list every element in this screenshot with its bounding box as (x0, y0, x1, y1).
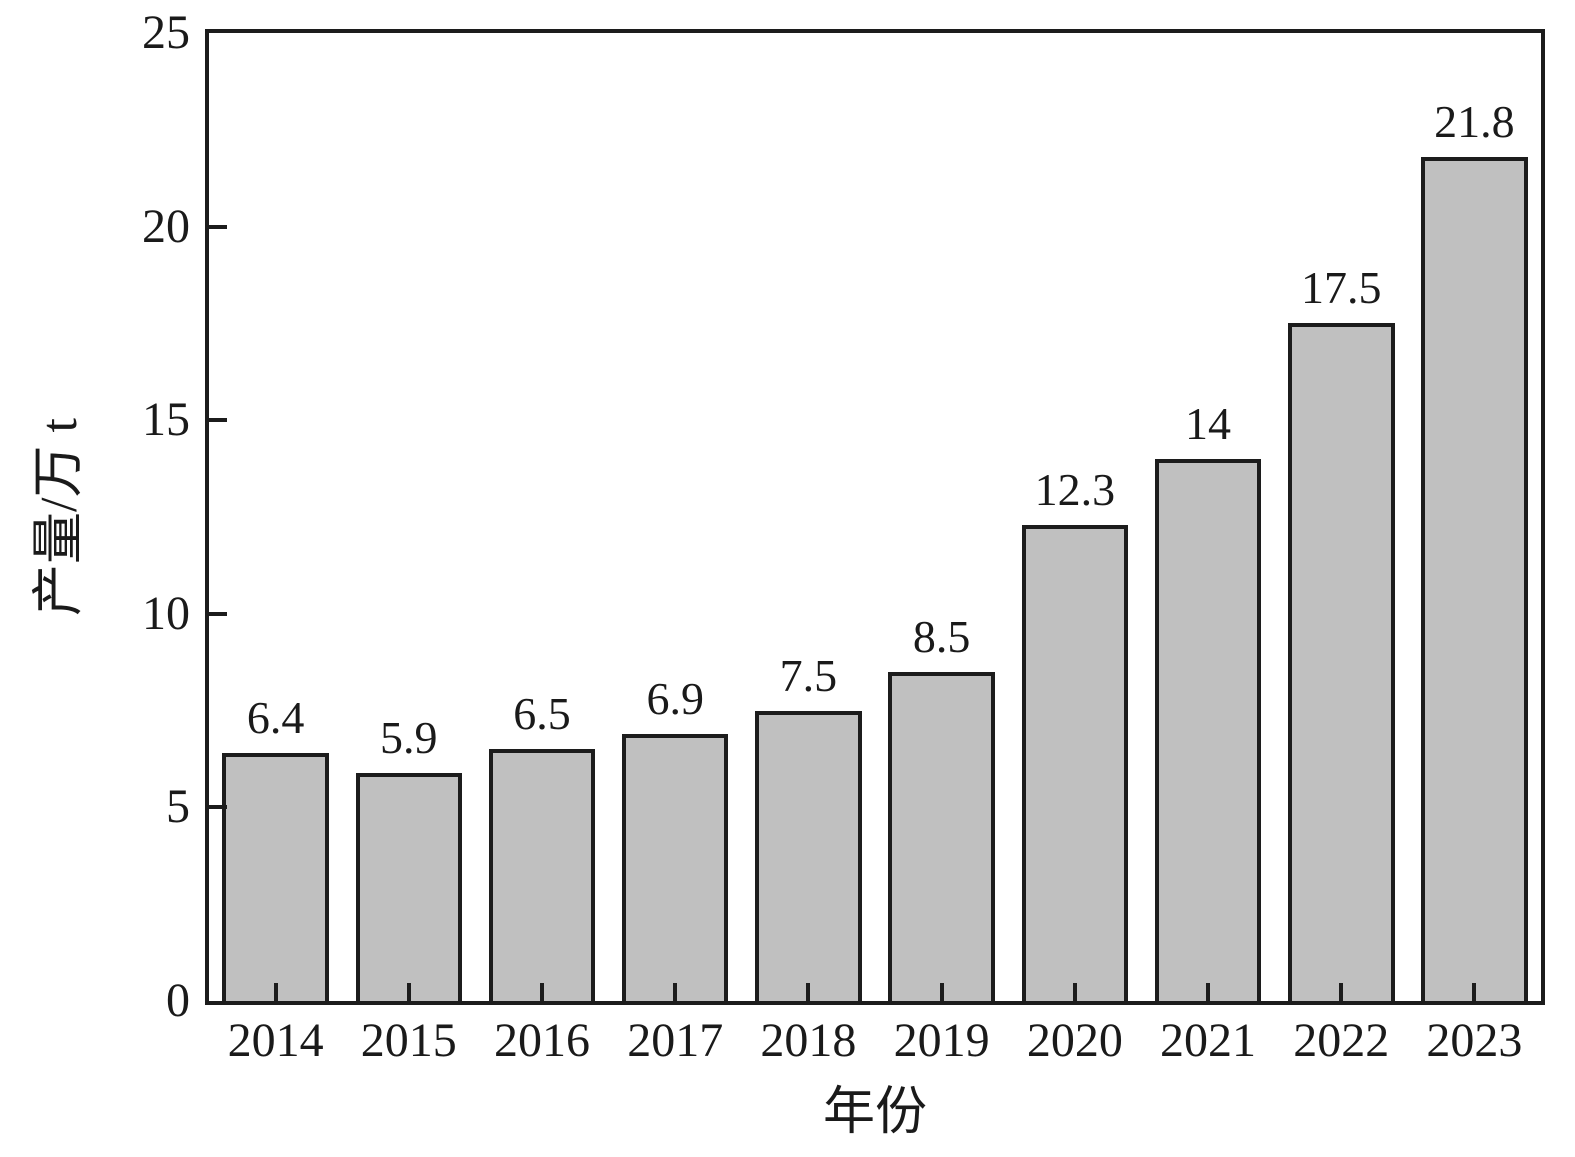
x-tick-label: 2019 (893, 1014, 990, 1067)
bar-value-label: 6.5 (513, 688, 571, 740)
bar (1287, 323, 1395, 1001)
bar-slot: 14 (1141, 33, 1274, 1001)
y-tick-label: 15 (142, 393, 190, 447)
bar-slot: 5.9 (342, 33, 475, 1001)
y-tick-label: 25 (142, 6, 190, 59)
bar-slot: 21.8 (1408, 33, 1541, 1001)
x-tick (273, 983, 278, 1001)
bar-slot: 6.4 (209, 33, 342, 1001)
bar (1154, 458, 1262, 1001)
x-tick (1206, 983, 1211, 1001)
x-tick-label: 2015 (360, 1014, 457, 1067)
bar-value-label: 8.5 (912, 610, 971, 662)
bar-slot: 17.5 (1275, 33, 1408, 1001)
x-tick-label: 2017 (627, 1014, 724, 1067)
x-tick (540, 983, 544, 1001)
y-tick-label: 10 (142, 586, 190, 640)
x-tick (406, 983, 411, 1001)
bar-slot: 6.9 (609, 33, 742, 1001)
bar-value-label: 5.9 (380, 711, 438, 763)
x-tick (1339, 983, 1344, 1001)
y-tick-label: 20 (142, 199, 190, 253)
x-tick-label: 2020 (1026, 1014, 1123, 1067)
x-tick (939, 983, 944, 1001)
bar-slot: 12.3 (1008, 33, 1141, 1001)
plot-frame: 6.4 5.9 6.5 6.9 7.5 8.5 12.3 14 17.5 21.8 (205, 29, 1545, 1005)
x-tick-label: 2023 (1426, 1014, 1523, 1067)
bar (621, 733, 729, 1001)
y-axis-title: 产量/万 t (31, 418, 88, 616)
y-tick (209, 418, 227, 423)
y-tick (209, 224, 227, 229)
x-tick (673, 983, 678, 1001)
bar (488, 749, 596, 1001)
x-tick-label: 2021 (1160, 1014, 1257, 1067)
bar-value-label: 12.3 (1034, 463, 1116, 515)
bar (1021, 524, 1129, 1001)
y-tick-label: 0 (166, 974, 190, 1027)
bar-value-label: 6.9 (646, 672, 704, 724)
bar-slot: 6.5 (475, 33, 608, 1001)
bar (1421, 156, 1528, 1001)
x-tick-labels: 2014 2015 2016 2017 2018 2019 2020 2021 2022 2023 (209, 1012, 1541, 1070)
bar-value-label: 17.5 (1300, 262, 1382, 314)
x-tick (1072, 983, 1077, 1001)
bar (888, 671, 995, 1001)
bar-value-label: 21.8 (1434, 95, 1515, 147)
bar-slot: 8.5 (875, 33, 1008, 1001)
bar-value-label: 6.4 (246, 692, 305, 744)
bar (222, 753, 329, 1001)
bar-value-label: 14 (1185, 397, 1232, 449)
y-tick (209, 611, 227, 616)
bars-container: 6.4 5.9 6.5 6.9 7.5 8.5 12.3 14 17.5 21.8 (209, 33, 1541, 1001)
x-tick-label: 2022 (1293, 1014, 1390, 1067)
bar-slot: 7.5 (742, 33, 875, 1001)
x-tick-label: 2018 (760, 1014, 857, 1067)
y-tick (209, 805, 227, 810)
bar (755, 710, 862, 1001)
x-tick-label: 2014 (227, 1014, 324, 1067)
bar (355, 772, 463, 1001)
x-tick (806, 983, 811, 1001)
y-tick-label: 5 (166, 780, 190, 834)
x-tick-label: 2016 (494, 1014, 590, 1067)
x-tick (1472, 983, 1477, 1001)
bar-value-label: 7.5 (779, 649, 838, 701)
x-axis-title: 年份 (822, 1084, 927, 1141)
